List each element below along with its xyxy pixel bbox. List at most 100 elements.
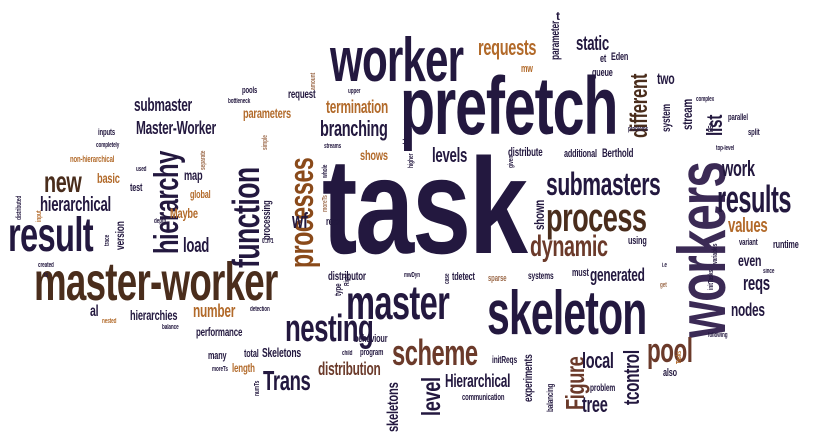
word-berthold: Berthold bbox=[602, 146, 634, 160]
word-skeletons-cap: Skeletons bbox=[262, 345, 301, 360]
word-tasks: Tasks bbox=[676, 350, 683, 364]
word-runtime: runtime bbox=[773, 239, 799, 251]
word-new: new bbox=[44, 166, 82, 199]
word-work: work bbox=[722, 156, 755, 181]
word-submasters: submasters bbox=[546, 166, 661, 202]
word-experiments: experiments bbox=[521, 354, 535, 402]
word-nesting: nesting bbox=[285, 308, 374, 350]
word-0-n-1: 0..n-1 bbox=[262, 238, 274, 245]
word-time: time bbox=[368, 218, 375, 228]
word-separate: separate bbox=[200, 150, 207, 170]
word-global: global bbox=[190, 189, 211, 201]
word-problem: problem bbox=[590, 383, 616, 394]
word-process: process bbox=[546, 196, 647, 240]
word-top-level: top-level bbox=[716, 145, 735, 152]
word-dynamic: dynamic bbox=[530, 230, 608, 263]
word-eden: Eden bbox=[611, 51, 629, 63]
word-two: two bbox=[657, 71, 675, 88]
word-trace: trace bbox=[104, 234, 111, 246]
word-shown: shown bbox=[531, 199, 547, 230]
word-stream: stream bbox=[679, 99, 695, 130]
word-complex: complex bbox=[696, 96, 715, 103]
word-also: also bbox=[663, 367, 677, 379]
word-total: total bbox=[244, 348, 259, 360]
word-levels: levels bbox=[432, 145, 468, 167]
word-whole: whole bbox=[322, 164, 329, 178]
word-systems: systems bbox=[528, 271, 554, 282]
word-bottleneck: bottleneck bbox=[228, 98, 251, 105]
word-inputs: inputs bbox=[98, 127, 116, 137]
word-following: following bbox=[708, 332, 728, 339]
word-nodes: nodes bbox=[731, 300, 765, 320]
word-level: level bbox=[416, 377, 446, 416]
word-branching: branching bbox=[320, 116, 388, 141]
word-parameter: parameter bbox=[548, 20, 562, 60]
word-using: using bbox=[628, 235, 647, 247]
word-tree: tree bbox=[582, 392, 608, 417]
word-sparse: sparse bbox=[488, 273, 507, 283]
word-skeleton: skeleton bbox=[487, 279, 647, 348]
word-dagger: ‡ bbox=[402, 137, 408, 148]
word-ts: ts bbox=[44, 272, 48, 279]
word-higher: higher bbox=[408, 153, 415, 168]
word-inittasks: initTasks bbox=[708, 269, 715, 290]
word-distribution: distribution bbox=[318, 359, 381, 379]
word-parameters: parameters bbox=[243, 105, 291, 121]
word-used: used bbox=[136, 166, 147, 173]
word-program: program bbox=[360, 347, 384, 357]
word-hierarchical-cap: Hierarchical bbox=[445, 371, 511, 391]
word-input: input bbox=[36, 210, 43, 222]
word-streams: streams bbox=[324, 143, 342, 150]
word-test: test bbox=[130, 182, 143, 194]
word-depth: depth bbox=[154, 218, 167, 225]
word-performance: performance bbox=[196, 325, 243, 339]
word-split: split bbox=[748, 127, 760, 137]
word-version: version bbox=[113, 221, 127, 250]
word-requests: requests bbox=[478, 35, 537, 60]
word-load: load bbox=[183, 235, 210, 257]
word-hierarchical: hierarchical bbox=[40, 194, 111, 216]
word-balancing: balancing bbox=[545, 383, 555, 412]
word-run: run bbox=[370, 212, 378, 219]
word-created: created bbox=[38, 262, 54, 269]
word-morets-2: moreTs bbox=[322, 195, 329, 212]
word-upper: upper bbox=[348, 88, 361, 95]
word-master: master bbox=[346, 277, 450, 330]
word-numts: numTs bbox=[254, 380, 261, 396]
word-must: must bbox=[572, 267, 589, 279]
word-basic: basic bbox=[97, 170, 120, 186]
word-local: local bbox=[582, 348, 614, 373]
word-amount: amount bbox=[310, 72, 317, 90]
word-hierarchy: hierarchy bbox=[148, 151, 186, 254]
word-length: length bbox=[232, 361, 255, 375]
word-scheme: scheme bbox=[392, 332, 478, 373]
word-termination: termination bbox=[326, 97, 389, 117]
word-non-hierarchical: non-hierarchical bbox=[70, 154, 115, 164]
word-ress: ress bbox=[326, 216, 341, 228]
word-map: map bbox=[184, 167, 203, 183]
word-even: even bbox=[738, 253, 762, 270]
word-communication: communication bbox=[462, 392, 505, 402]
word-processing: processing bbox=[261, 200, 273, 240]
word-trans: Trans bbox=[263, 365, 311, 396]
word-pool: pool bbox=[647, 332, 693, 370]
word-distributor: distributor bbox=[328, 269, 366, 283]
word-detection: detection bbox=[250, 306, 270, 313]
word-system: system bbox=[659, 104, 673, 132]
word-prefetch: prefetch bbox=[400, 61, 618, 152]
word-worker: worker bbox=[330, 26, 464, 95]
word-tdetect: tdetect bbox=[452, 271, 475, 283]
word-distribute: distribute bbox=[508, 145, 543, 159]
word-request: request bbox=[288, 87, 316, 101]
word-results: results bbox=[717, 179, 791, 221]
word-morets: moreTs bbox=[212, 366, 228, 373]
word-many: many bbox=[208, 350, 227, 362]
word-get: get bbox=[660, 282, 667, 289]
word-maybe: Maybe bbox=[170, 205, 198, 221]
word-master-worker-cap: Master-Worker bbox=[136, 118, 216, 138]
word-parallel: parallel bbox=[728, 112, 748, 122]
word-simple: simple bbox=[262, 135, 269, 150]
word-nested: nested bbox=[102, 318, 117, 325]
word-initreqs: initReqs bbox=[492, 355, 517, 366]
